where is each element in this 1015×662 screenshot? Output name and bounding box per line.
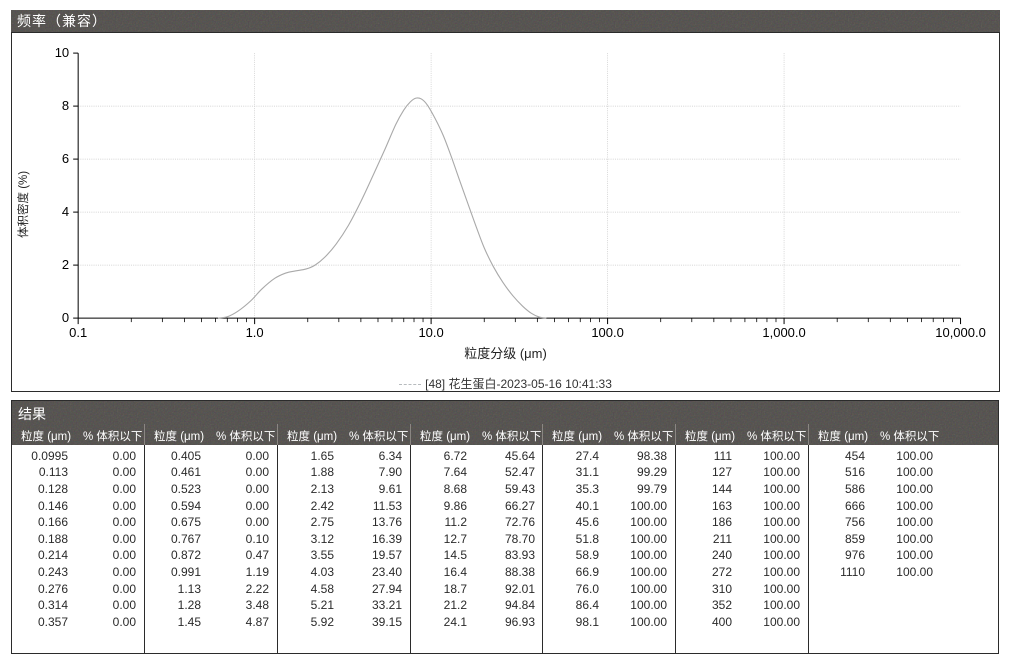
svg-text:10.0: 10.0 — [418, 325, 443, 340]
svg-text:0: 0 — [62, 310, 69, 325]
svg-text:0.1: 0.1 — [69, 325, 87, 340]
svg-text:2: 2 — [62, 257, 69, 272]
svg-text:6: 6 — [62, 151, 69, 166]
svg-text:10: 10 — [55, 45, 69, 60]
svg-text:4: 4 — [62, 204, 69, 219]
svg-text:10,000.0: 10,000.0 — [935, 325, 986, 340]
svg-text:1.0: 1.0 — [246, 325, 264, 340]
svg-text:8: 8 — [62, 98, 69, 113]
svg-text:100.0: 100.0 — [591, 325, 624, 340]
svg-text:1,000.0: 1,000.0 — [762, 325, 805, 340]
